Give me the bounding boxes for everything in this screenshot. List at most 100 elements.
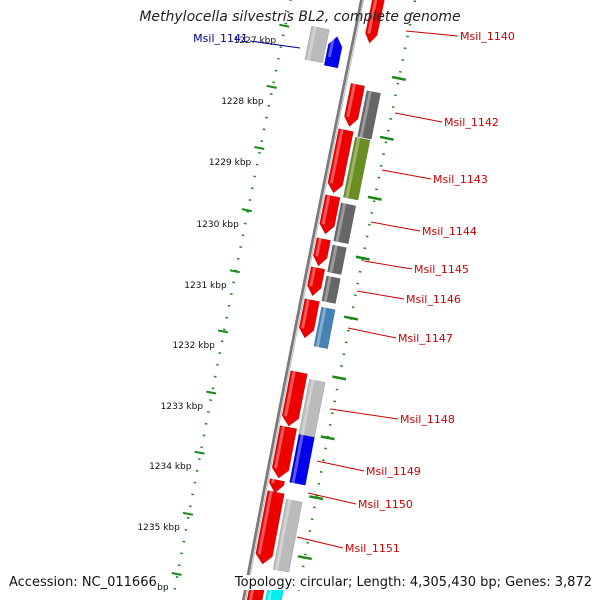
- gene-msil-1141: [323, 36, 343, 69]
- cog-block-1150-highlight: [275, 499, 292, 571]
- gene-label: Msil_1142: [444, 116, 499, 129]
- gene-msil-1146: [307, 266, 326, 297]
- kbp-tick-mark: [182, 511, 194, 516]
- kbp-tick-mark: [217, 329, 229, 334]
- cog-block-1148-highlight: [300, 379, 315, 436]
- cog-block-1150: [272, 499, 303, 573]
- gene-label: Msil_1144: [422, 225, 477, 238]
- cog-block-1143-highlight: [345, 137, 361, 199]
- gene-msil-1141-block-highlight: [306, 26, 317, 61]
- gene-label-leader: [296, 536, 344, 549]
- gene-msil-1147-highlight: [301, 298, 310, 329]
- kbp-tick-label: 1229 kbp: [209, 158, 252, 168]
- kbp-tick-label: 1228 kbp: [221, 97, 264, 107]
- gene-label: Msil_1151: [345, 542, 400, 555]
- gene-msil-1142: [344, 82, 366, 127]
- gene-msil-1149-highlight: [274, 425, 286, 469]
- gene-small-cds: [268, 478, 285, 494]
- cog-block-1146-highlight: [323, 276, 332, 302]
- kbp-tick-label: 1232 kbp: [172, 341, 215, 351]
- gene-label: Msil_1145: [414, 263, 469, 276]
- cog-block-1149: [289, 434, 315, 486]
- cog-block-1143: [343, 136, 371, 201]
- inner-tick-mark-0: [391, 75, 407, 82]
- map-title: Methylocella silvestris BL2, complete ge…: [139, 9, 461, 25]
- gene-msil-1145: [313, 237, 331, 267]
- gene-msil-1141-block: [304, 25, 330, 64]
- gene-label: Msil_1146: [406, 293, 461, 306]
- gene-msil-1144-highlight: [321, 194, 331, 225]
- kbp-tick-mark: [241, 208, 253, 213]
- gene-msil-1147: [298, 298, 320, 339]
- gene-msil-1140-highlight: [367, 0, 378, 35]
- gene-msil-1148-highlight: [284, 370, 296, 417]
- cog-block-1145-highlight: [329, 245, 338, 273]
- cog-block-1145: [327, 244, 347, 275]
- kbp-tick-label: 1235 kbp: [137, 523, 180, 533]
- kbp-tick-mark: [194, 450, 205, 455]
- gene-msil-1142-highlight: [346, 83, 356, 118]
- gene-small-cds-highlight: [271, 478, 275, 484]
- inner-tick-mark-7: [309, 495, 324, 501]
- cog-block-1144: [333, 202, 357, 245]
- cog-block-1142: [357, 90, 381, 140]
- topology-text: Topology: circular; Length: 4,305,430 bp…: [234, 575, 592, 590]
- gene-msil-1140: [365, 0, 385, 44]
- gene-label: Msil_1148: [400, 413, 455, 426]
- backbone-line: [241, 0, 365, 600]
- gene-label-leader: [249, 40, 301, 49]
- gene-label: Msil_1140: [460, 30, 515, 43]
- gene-label: Msil_1149: [366, 465, 421, 478]
- kbp-tick-mark: [229, 269, 240, 274]
- gene-msil-1144: [319, 194, 341, 235]
- gene-label: Msil_1147: [398, 332, 453, 345]
- cog-block-1147-highlight: [315, 307, 327, 347]
- inner-tick-mark-3: [355, 255, 370, 261]
- gene-label-leader: [356, 290, 405, 300]
- accession-text: Accession: NC_011666: [9, 575, 157, 590]
- cog-block-1149-highlight: [291, 434, 304, 484]
- gene-msil-1146-highlight: [309, 266, 317, 287]
- gene-label: Msil_1143: [433, 173, 488, 186]
- kbp-tick-label: 1230 kbp: [196, 220, 239, 230]
- kbp-tick-mark: [279, 23, 290, 28]
- gene-label-leader: [363, 260, 413, 270]
- gene-label-leader: [347, 327, 397, 339]
- cog-block-1146: [321, 275, 341, 304]
- gene-label: Msil_1150: [358, 498, 413, 511]
- cog-block-1147: [313, 306, 336, 350]
- kbp-tick-label: 1231 kbp: [184, 281, 227, 291]
- gene-msil-1150: [255, 490, 285, 565]
- gene-label-leader: [405, 30, 459, 37]
- inner-tick-mark-1: [379, 135, 394, 141]
- inner-tick-mark-2: [367, 195, 382, 201]
- gene-label-leader: [307, 492, 357, 505]
- kbp-tick-mark: [171, 572, 182, 576]
- inner-tick-mark-8: [297, 555, 312, 561]
- kbp-tick-mark: [206, 390, 217, 395]
- gene-msil-1149: [271, 425, 298, 479]
- kbp-tick-mark: [254, 146, 265, 150]
- gene-label-leader: [381, 169, 432, 180]
- gene-label: Msil_1141: [193, 32, 248, 45]
- inner-tick-mark-5: [332, 375, 347, 381]
- gene-label-leader: [316, 460, 365, 472]
- kbp-tick-label: 1227 kbp: [234, 36, 277, 46]
- inner-tick-mark-4: [343, 315, 359, 321]
- gene-msil-1141-highlight: [327, 35, 336, 58]
- inner-tick-mark-6: [320, 435, 335, 441]
- gene-msil-1143: [327, 128, 354, 194]
- gene-msil-1143-highlight: [329, 128, 344, 184]
- cog-block-1144-highlight: [335, 203, 347, 242]
- backbone-highlight: [244, 0, 364, 600]
- gene-msil-1145-highlight: [315, 237, 322, 257]
- kbp-tick-label: 1234 kbp: [149, 462, 192, 472]
- gene-label-leader: [329, 408, 399, 420]
- gene-label-leader: [370, 221, 421, 232]
- cog-block-1142-highlight: [359, 90, 372, 138]
- gene-msil-1150-highlight: [257, 490, 273, 555]
- gene-label-leader: [394, 112, 443, 123]
- kbp-tick-mark: [266, 84, 277, 89]
